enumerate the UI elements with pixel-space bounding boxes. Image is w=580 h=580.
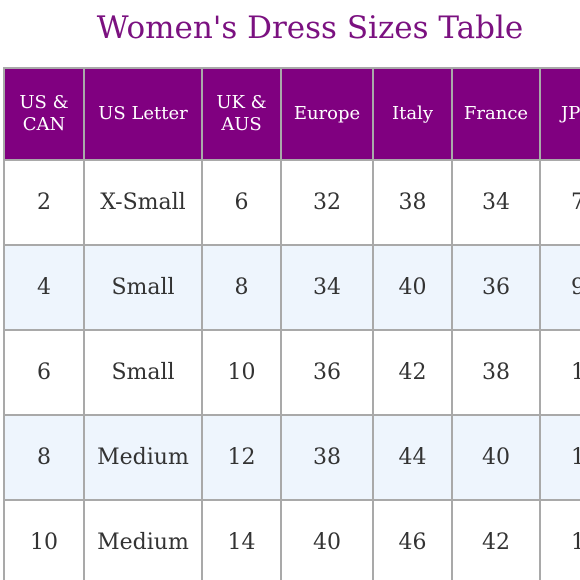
- column-header-italy: Italy: [372, 67, 453, 161]
- table-cell: 38: [372, 159, 453, 246]
- column-header-uk-aus: UK & AUS: [201, 67, 282, 161]
- table-cell: 6: [3, 329, 85, 416]
- table-cell: 32: [280, 159, 374, 246]
- table-cell: 8: [3, 414, 85, 501]
- size-table: US & CAN US Letter UK & AUS Europe Italy…: [3, 67, 580, 580]
- table-cell: 4: [3, 244, 85, 331]
- table-row: 10 Medium 14 40 46 42 15: [3, 499, 580, 580]
- table-cell: 10: [201, 329, 282, 416]
- table-cell: 7: [539, 159, 580, 246]
- table-cell: 13: [539, 414, 580, 501]
- table-cell: 15: [539, 499, 580, 580]
- column-header-jp: JP: [539, 67, 580, 161]
- table-row: 2 X-Small 6 32 38 34 7: [3, 159, 580, 246]
- table-cell: 40: [372, 244, 453, 331]
- table-row: 6 Small 10 36 42 38 11: [3, 329, 580, 416]
- table-cell: 11: [539, 329, 580, 416]
- table-cell: 36: [280, 329, 374, 416]
- page-title: Women's Dress Sizes Table: [96, 10, 524, 46]
- table-cell: 46: [372, 499, 453, 580]
- table-cell: Small: [83, 244, 203, 331]
- table-cell: Small: [83, 329, 203, 416]
- table-cell: 42: [372, 329, 453, 416]
- table-row: 8 Medium 12 38 44 40 13: [3, 414, 580, 501]
- table-cell: 44: [372, 414, 453, 501]
- column-header-us-can: US & CAN: [3, 67, 85, 161]
- table-cell: 40: [451, 414, 541, 501]
- column-header-france: France: [451, 67, 541, 161]
- table-cell: 12: [201, 414, 282, 501]
- table-cell: 38: [280, 414, 374, 501]
- table-cell: Medium: [83, 414, 203, 501]
- table-cell: 34: [280, 244, 374, 331]
- table-cell: 8: [201, 244, 282, 331]
- column-header-europe: Europe: [280, 67, 374, 161]
- table-cell: 34: [451, 159, 541, 246]
- table-cell: X-Small: [83, 159, 203, 246]
- table-cell: Medium: [83, 499, 203, 580]
- table-cell: 36: [451, 244, 541, 331]
- table-row: 4 Small 8 34 40 36 9: [3, 244, 580, 331]
- table-cell: 14: [201, 499, 282, 580]
- table-cell: 2: [3, 159, 85, 246]
- table-cell: 10: [3, 499, 85, 580]
- column-header-us-letter: US Letter: [83, 67, 203, 161]
- table-cell: 9: [539, 244, 580, 331]
- table-cell: 40: [280, 499, 374, 580]
- table-cell: 38: [451, 329, 541, 416]
- header-row: US & CAN US Letter UK & AUS Europe Italy…: [3, 67, 580, 161]
- table-cell: 6: [201, 159, 282, 246]
- size-table-container: US & CAN US Letter UK & AUS Europe Italy…: [3, 67, 580, 580]
- table-cell: 42: [451, 499, 541, 580]
